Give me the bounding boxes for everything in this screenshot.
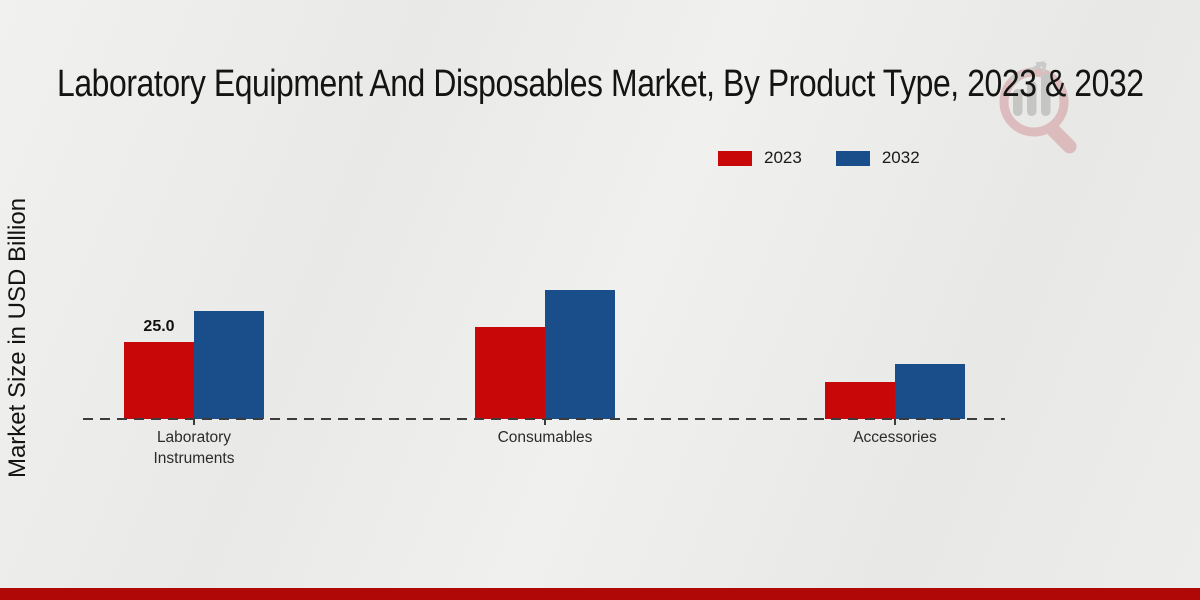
legend-swatch-2023-icon bbox=[718, 150, 752, 166]
bar-value-label: 25.0 bbox=[143, 318, 175, 335]
x-tick bbox=[894, 419, 896, 425]
bar-2032-accessories bbox=[895, 364, 965, 419]
x-tick bbox=[544, 419, 546, 425]
chart-title: Laboratory Equipment And Disposables Mar… bbox=[57, 63, 1144, 106]
legend-item-2023: 2023 bbox=[718, 148, 802, 168]
bar-2023-laboratory-instruments bbox=[124, 342, 194, 419]
legend: 2023 2032 bbox=[718, 148, 920, 168]
bar-2023-accessories bbox=[825, 382, 895, 419]
legend-swatch-2032-icon bbox=[835, 150, 870, 166]
legend-label-2023: 2023 bbox=[764, 148, 802, 167]
magnifier-bar-chart-logo-icon bbox=[999, 61, 1077, 154]
category-label-laboratory-instruments: Laboratory Instruments bbox=[153, 429, 235, 467]
legend-item-2032: 2032 bbox=[835, 148, 920, 168]
footer-stripe bbox=[0, 588, 1200, 600]
legend-label-2032: 2032 bbox=[881, 148, 920, 167]
x-tick bbox=[193, 419, 195, 425]
bar-2032-consumables bbox=[545, 290, 615, 419]
bar-2023-consumables bbox=[475, 327, 545, 419]
category-label-accessories: Accessories bbox=[853, 429, 937, 446]
bar-2032-laboratory-instruments bbox=[194, 311, 264, 419]
category-label-consumables: Consumables bbox=[497, 429, 593, 446]
